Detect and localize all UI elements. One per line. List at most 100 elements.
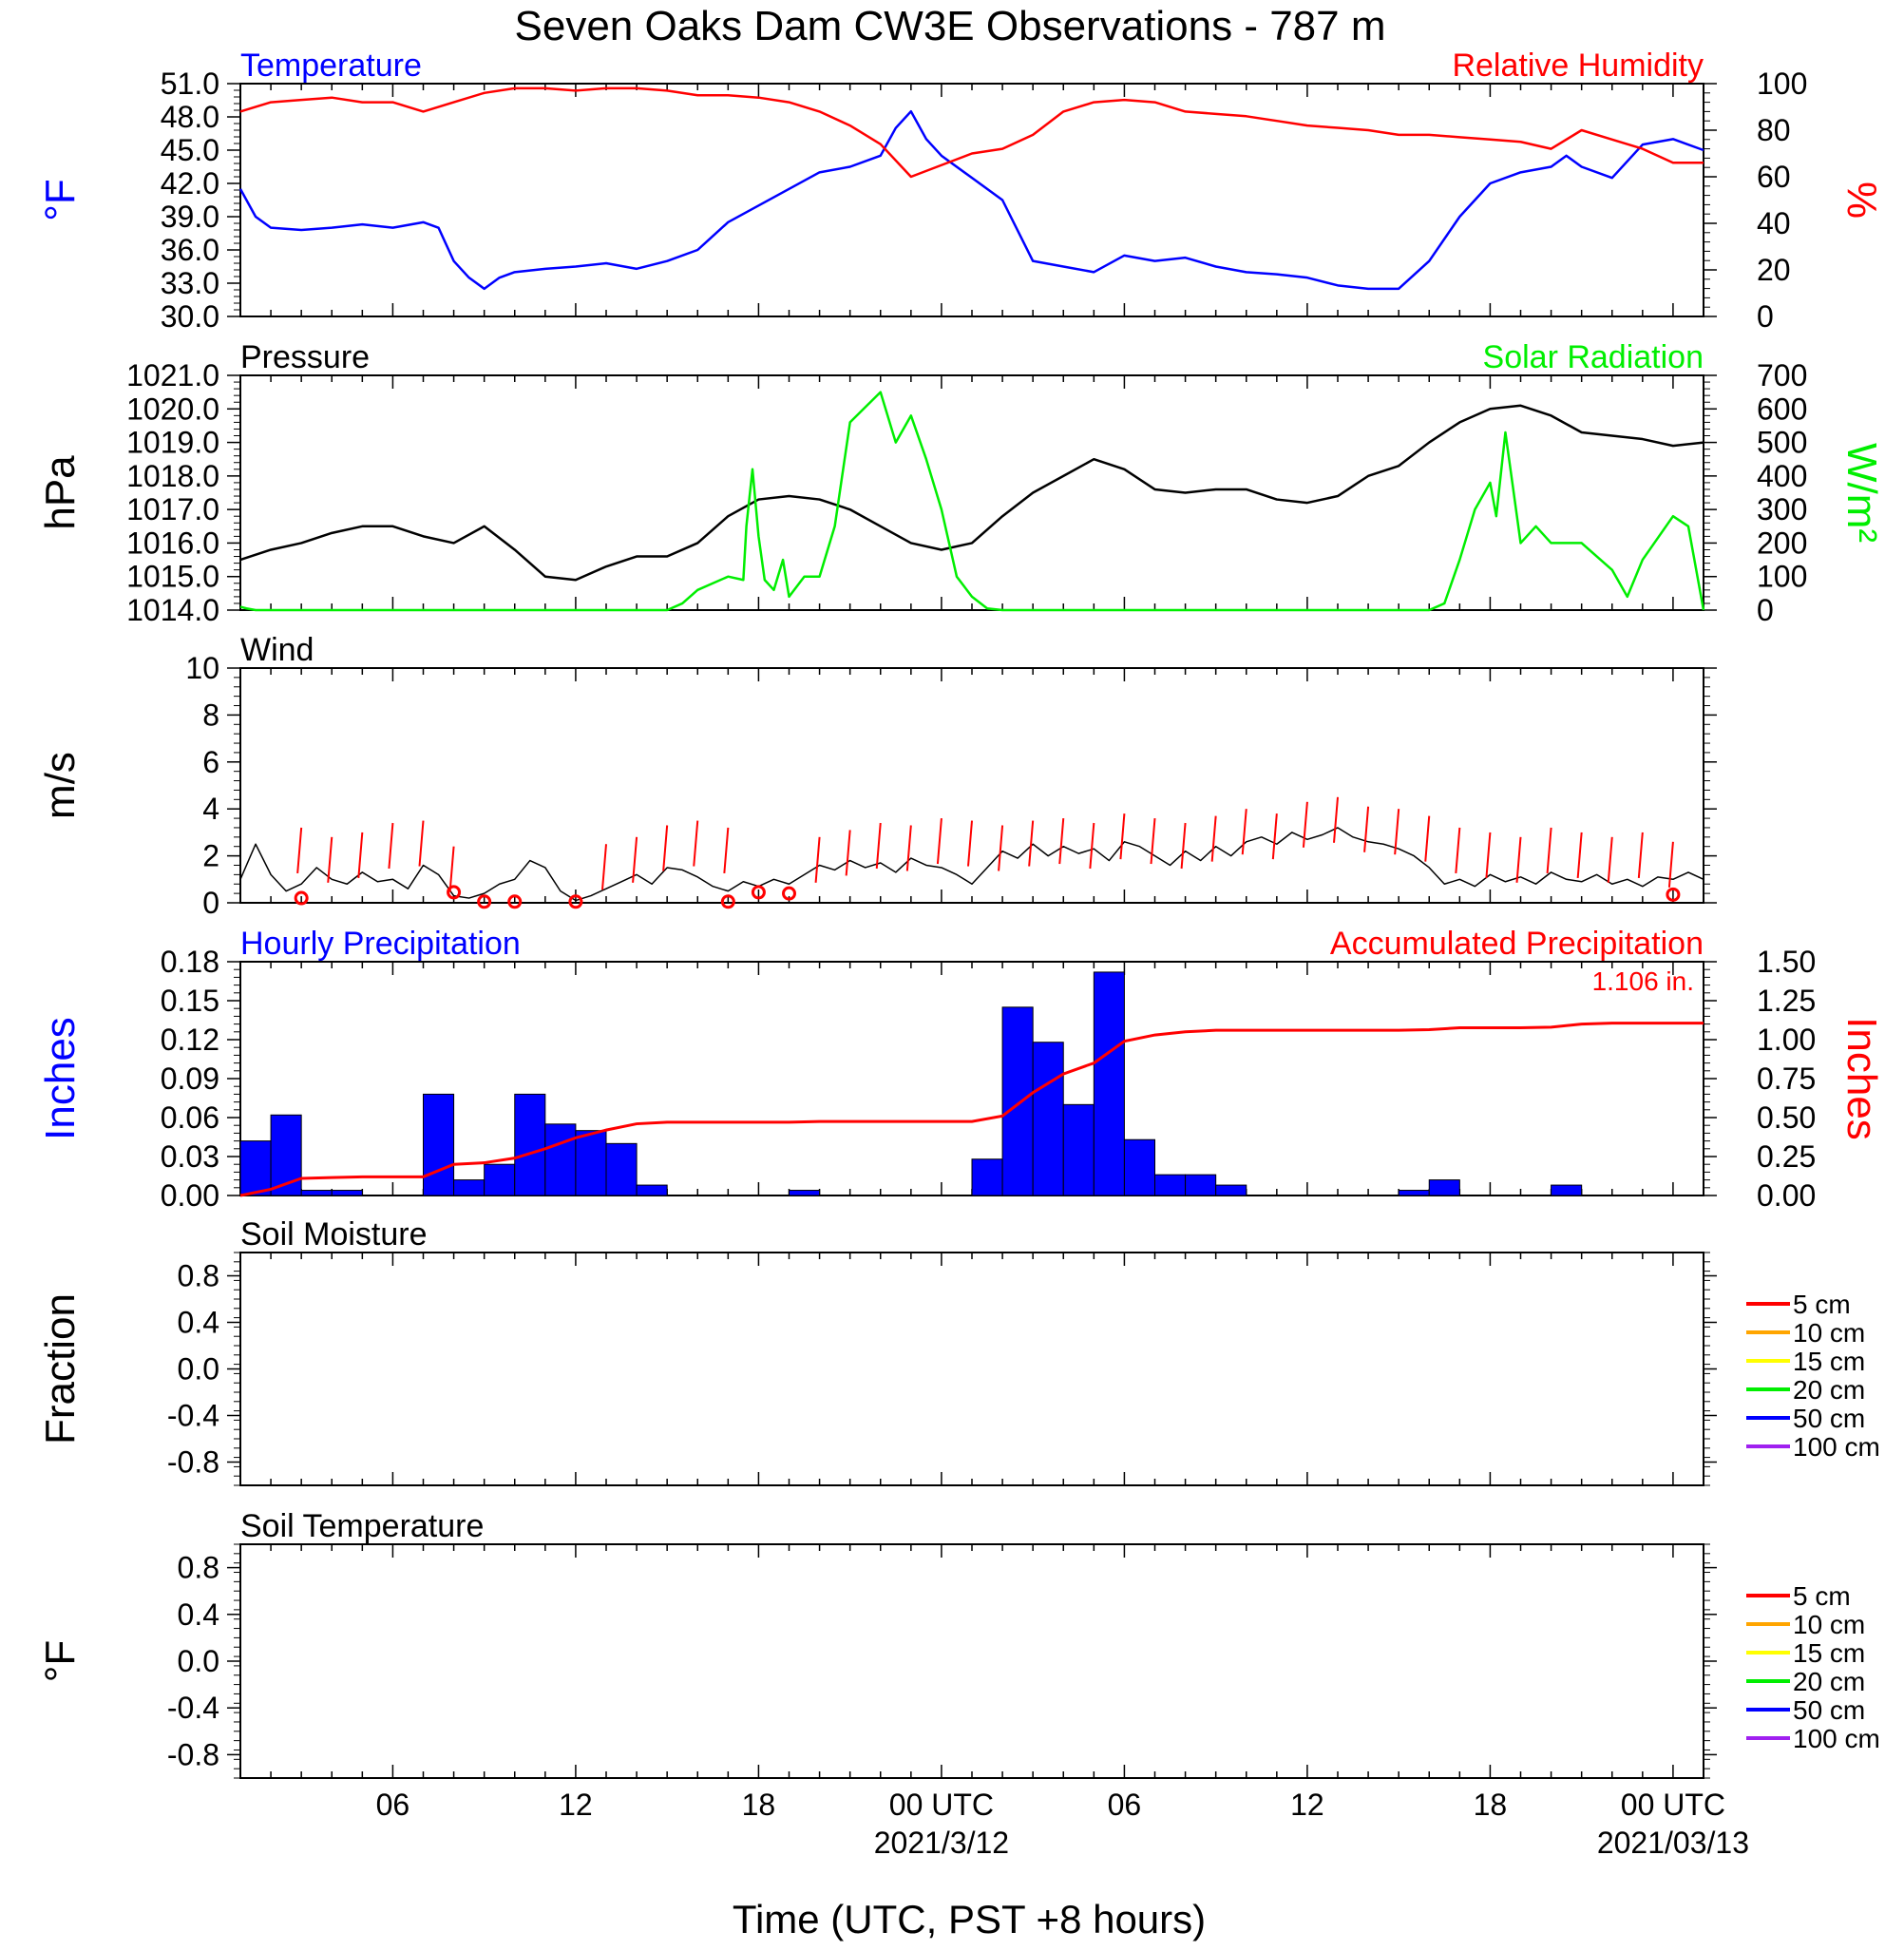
- y-left-tick-label: 0.4: [178, 1306, 219, 1340]
- legend-label: 15 cm: [1793, 1347, 1865, 1376]
- y-left-tick-label: 0.15: [161, 984, 219, 1018]
- wind-barb: [388, 822, 394, 870]
- precip-bar: [1398, 1190, 1430, 1196]
- precip-bar: [1154, 1174, 1187, 1196]
- wind-barb: [1089, 822, 1095, 870]
- precip-bar: [1185, 1174, 1217, 1196]
- x-tick-label: 00 UTC: [1621, 1788, 1725, 1822]
- y-left-tick-label: 0.8: [178, 1259, 219, 1293]
- wind-barb: [845, 830, 851, 876]
- precip-bar: [514, 1093, 546, 1196]
- y-right-tick-label: 100: [1757, 67, 1807, 101]
- legend-label: 20 cm: [1793, 1667, 1865, 1696]
- y-right-tick-label: 0.50: [1757, 1100, 1816, 1135]
- y-right-tick-label: 100: [1757, 560, 1807, 594]
- x-axis: 06 12 18 00 UTC 2021/3/12 06 12 18 00 UTC 2021/03…: [376, 1788, 1749, 1860]
- x-tick-label: 18: [1474, 1788, 1508, 1822]
- wind-barb: [327, 836, 333, 883]
- wind-barb: [905, 825, 912, 871]
- figure-title: Seven Oaks Dam CW3E Observations - 787 m: [515, 3, 1386, 49]
- y-left-tick-label: 0.06: [161, 1100, 219, 1135]
- y-right-axis-label: Inches: [1838, 1017, 1885, 1140]
- wind-barb: [1302, 801, 1308, 848]
- legend-label: 50 cm: [1793, 1695, 1865, 1725]
- x-tick-label: 06: [1108, 1788, 1142, 1822]
- y-left-tick-label: 0.0: [178, 1352, 219, 1387]
- legend-label: 5 cm: [1793, 1290, 1851, 1319]
- series-line: [239, 827, 1704, 902]
- series-line: [239, 404, 1704, 582]
- y-left-tick-label: 45.0: [161, 133, 219, 167]
- y-left-tick-label: 0.09: [161, 1062, 219, 1096]
- y-right-axis-label: W/m²: [1838, 443, 1885, 543]
- wind-barb: [1210, 815, 1217, 862]
- precip-bar: [1123, 1138, 1155, 1196]
- y-left-tick-label: 0.03: [161, 1139, 219, 1174]
- y-left-tick-label: 4: [202, 792, 219, 826]
- y-right-tick-label: 20: [1757, 253, 1791, 287]
- wind-barb: [1058, 817, 1065, 865]
- panel-left-title: Pressure: [240, 339, 370, 375]
- y-right-tick-label: 0: [1757, 593, 1774, 627]
- y-right-tick-label: 500: [1757, 426, 1807, 460]
- y-left-tick-label: 39.0: [161, 200, 219, 234]
- wind-barb: [601, 844, 607, 890]
- wind-barb: [1515, 836, 1522, 883]
- precip-bar: [331, 1190, 363, 1196]
- y-left-axis-label: °F: [37, 1640, 84, 1682]
- panel-right-title: Solar Radiation: [1483, 339, 1704, 375]
- y-right-tick-label: 80: [1757, 113, 1791, 147]
- y-left-tick-label: -0.4: [167, 1691, 219, 1725]
- wind-barb: [1546, 827, 1552, 874]
- panel-right-title: Relative Humidity: [1452, 48, 1704, 84]
- precip-bar: [239, 1140, 272, 1196]
- panel-left-title: Soil Temperature: [240, 1508, 484, 1544]
- legend-label: 15 cm: [1793, 1638, 1865, 1668]
- precip-bar: [544, 1123, 577, 1196]
- wind-barb: [967, 820, 973, 867]
- plot-frame: [239, 83, 1704, 317]
- precip-bar: [789, 1190, 821, 1196]
- y-left-axis-label: Inches: [37, 1017, 84, 1140]
- y-left-tick-label: 1016.0: [126, 526, 219, 560]
- y-right-tick-label: 0.25: [1757, 1139, 1816, 1174]
- panel-pressure_solar: 1014.01015.01016.01017.01018.01019.01020…: [37, 339, 1885, 627]
- wind-barb: [1607, 836, 1613, 883]
- y-right-tick-label: 400: [1757, 459, 1807, 493]
- wind-barb: [998, 825, 1004, 871]
- legend-label: 10 cm: [1793, 1318, 1865, 1348]
- precip-bar: [636, 1184, 668, 1196]
- plot-frame: [239, 1543, 1704, 1779]
- y-left-tick-label: -0.8: [167, 1737, 219, 1771]
- wind-barb: [1485, 832, 1492, 878]
- calm-wind-marker: [782, 886, 796, 901]
- y-left-tick-label: 6: [202, 745, 219, 779]
- x-tick-label: 18: [742, 1788, 776, 1822]
- precip-bar: [484, 1163, 516, 1196]
- y-left-tick-label: 0.00: [161, 1178, 219, 1213]
- y-left-axis-label: °F: [37, 179, 84, 220]
- calm-wind-marker: [568, 894, 583, 909]
- y-right-tick-label: 1.25: [1757, 984, 1816, 1018]
- y-left-tick-label: 42.0: [161, 166, 219, 201]
- y-left-axis-label: m/s: [37, 752, 84, 819]
- y-right-tick-label: 600: [1757, 392, 1807, 426]
- y-left-tick-label: 1021.0: [126, 358, 219, 392]
- panel-left-title: Hourly Precipitation: [240, 926, 521, 962]
- legend-label: 100 cm: [1793, 1724, 1880, 1753]
- calm-wind-marker: [477, 894, 492, 909]
- y-left-tick-label: 1017.0: [126, 492, 219, 526]
- wind-barb: [632, 836, 638, 883]
- panel-left-title: Wind: [240, 632, 314, 668]
- panel-wind: 0 2 4 6 8 10 Wind m/s: [37, 632, 1717, 920]
- y-left-tick-label: 36.0: [161, 233, 219, 267]
- accumulated-precip-line: [239, 1022, 1704, 1197]
- x-tick-label: 12: [559, 1788, 593, 1822]
- precip-bar: [1093, 971, 1125, 1196]
- x-tick-label: 06: [376, 1788, 410, 1822]
- legend-label: 10 cm: [1793, 1610, 1865, 1639]
- y-right-tick-label: 0.00: [1757, 1178, 1816, 1213]
- y-left-tick-label: 10: [185, 651, 219, 685]
